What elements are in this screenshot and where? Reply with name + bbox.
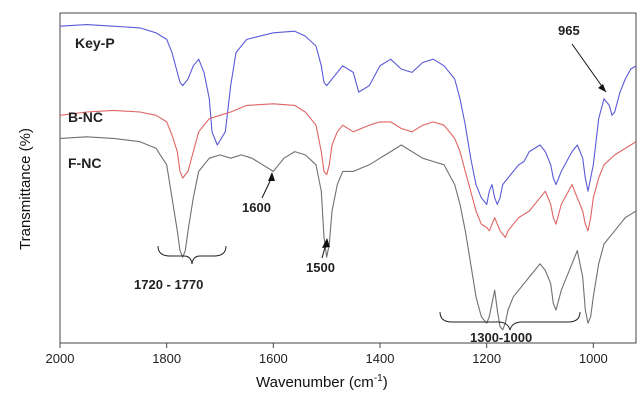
annotation-1300-1000-bracket <box>439 311 581 331</box>
x-axis-label-sup: -1 <box>374 373 383 384</box>
annotation-965-arrowhead <box>598 84 606 92</box>
x-axis-label: Wavenumber (cm-1) <box>256 373 388 391</box>
series-layer <box>59 24 637 331</box>
x-tick-label-1000: 1000 <box>579 351 608 366</box>
x-tick-label-1400: 1400 <box>366 351 395 366</box>
annotation-1600-arrowhead <box>268 172 275 181</box>
series-line-key-p <box>59 24 637 205</box>
series-line-f-nc <box>59 136 637 331</box>
annotation-1720-1770: 1720 - 1770 <box>134 277 203 292</box>
annotation-1600: 1600 <box>242 200 271 215</box>
series-label-b-nc: B-NC <box>68 109 103 125</box>
x-axis-label-close: ) <box>383 374 388 391</box>
x-tick-layer: 2000 1800 1600 1400 1200 1000 <box>46 343 608 366</box>
annotation-1500-arrowhead <box>322 238 330 248</box>
series-label-key-p: Key-P <box>75 35 115 51</box>
x-axis-label-main: Wavenumber (cm <box>256 374 374 391</box>
annotation-1500: 1500 <box>306 260 335 275</box>
annotation-965-arrow <box>571 43 607 93</box>
annotation-1300-1000: 1300-1000 <box>470 330 532 345</box>
annotation-1720-1770-bracket <box>157 245 227 265</box>
x-tick-label-1600: 1600 <box>259 351 288 366</box>
x-tick-label-1800: 1800 <box>152 351 181 366</box>
y-axis-label: Transmittance (%) <box>17 128 34 250</box>
series-line-b-nc <box>59 103 637 238</box>
series-label-f-nc: F-NC <box>68 155 101 171</box>
x-tick-label-2000: 2000 <box>46 351 75 366</box>
plot-frame <box>59 12 637 344</box>
annotation-965: 965 <box>558 23 580 38</box>
x-tick-label-1200: 1200 <box>472 351 501 366</box>
